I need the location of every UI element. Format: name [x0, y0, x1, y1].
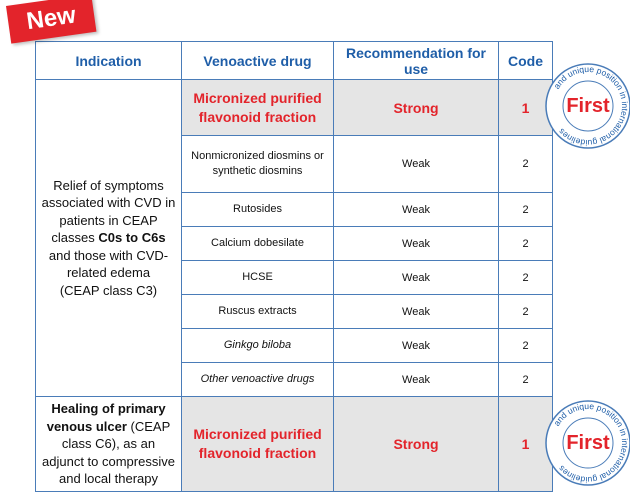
- seal-first-word: First: [566, 95, 610, 117]
- indication-ceap-classes: C0s to C6s: [98, 230, 166, 246]
- indication-symptom-relief: Relief of symptoms associated with CVD i…: [35, 79, 182, 397]
- header-recommendation: Recommendation for use: [333, 41, 499, 80]
- drug-name: Nonmicronized diosmins or synthetic dios…: [181, 135, 334, 193]
- table-row: Relief of symptoms associated with CVD i…: [35, 79, 553, 397]
- table-row: Healing of primary venous ulcer (CEAP cl…: [35, 396, 553, 492]
- code-value: 2: [498, 328, 553, 363]
- recommendation-value: Weak: [333, 260, 499, 295]
- code-value: 1: [498, 396, 553, 492]
- table-row: Nonmicronized diosmins or synthetic dios…: [36, 135, 553, 193]
- header-venoactive-drug: Venoactive drug: [181, 41, 334, 80]
- guidelines-table: Indication Venoactive drug Recommendatio…: [35, 41, 553, 492]
- table-row: HCSE Weak 2: [36, 260, 553, 295]
- code-value: 1: [498, 79, 553, 136]
- indication-venous-ulcer: Healing of primary venous ulcer (CEAP cl…: [35, 396, 182, 492]
- seal-first-word: First: [566, 432, 610, 454]
- header-code: Code: [498, 41, 553, 80]
- indication-ulcer-text: (CEAP class C6), as an adjunct to compre…: [42, 418, 175, 487]
- code-value: 2: [498, 294, 553, 329]
- drug-name: Ruscus extracts: [181, 294, 334, 329]
- seal-inner-ring: [562, 80, 614, 132]
- drug-name: Calcium dobesilate: [181, 226, 334, 261]
- recommendation-value: Strong: [333, 396, 499, 492]
- table-row: Calcium dobesilate Weak 2: [36, 226, 553, 261]
- seal-inner-ring: [562, 417, 614, 469]
- drug-name: Ginkgo biloba: [181, 328, 334, 363]
- table-row: Ginkgo biloba Weak 2: [36, 328, 553, 363]
- drug-name: Micronized purified flavonoid fraction: [181, 79, 334, 136]
- indication-ceap-c3: (CEAP class C3): [59, 282, 158, 298]
- indication-text: Relief of symptoms associated with CVD i…: [41, 177, 176, 246]
- table-row: Rutosides Weak 2: [36, 192, 553, 227]
- recommendation-value: Weak: [333, 135, 499, 193]
- recommendation-value: Weak: [333, 294, 499, 329]
- indication-ulcer-title: Healing of primary venous ulcer: [46, 401, 166, 434]
- table-row: Ruscus extracts Weak 2: [36, 294, 553, 329]
- indication-text-cont: and those with CVD-related edema: [48, 247, 169, 281]
- new-badge: New: [6, 0, 97, 44]
- code-value: 2: [498, 226, 553, 261]
- drug-name: HCSE: [181, 260, 334, 295]
- recommendation-value: Weak: [333, 328, 499, 363]
- recommendation-value: Weak: [333, 362, 499, 397]
- drug-name: Rutosides: [181, 192, 334, 227]
- recommendation-value: Weak: [333, 226, 499, 261]
- first-position-seal: and unique position in international gui…: [545, 400, 630, 486]
- recommendation-value: Strong: [333, 79, 499, 136]
- code-value: 2: [498, 362, 553, 397]
- recommendation-value: Weak: [333, 192, 499, 227]
- code-value: 2: [498, 260, 553, 295]
- drug-name: Micronized purified flavonoid fraction: [181, 396, 334, 492]
- drug-name: Other venoactive drugs: [181, 362, 334, 397]
- first-position-seal: and unique position in international gui…: [545, 63, 630, 149]
- header-row: Indication Venoactive drug Recommendatio…: [35, 41, 553, 80]
- header-indication: Indication: [35, 41, 182, 80]
- code-value: 2: [498, 192, 553, 227]
